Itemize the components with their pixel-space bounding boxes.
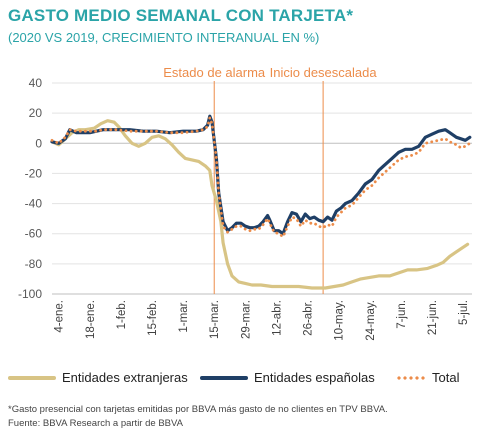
- x-tick-label: 12-abr.: [271, 300, 283, 336]
- legend-swatch-espanolas: [200, 375, 248, 380]
- x-tick-label: 24-may.: [365, 300, 377, 341]
- legend: Entidades extranjeras Entidades española…: [8, 370, 483, 390]
- legend-swatch-total: [396, 375, 426, 380]
- x-tick-label: 1-feb.: [116, 300, 128, 329]
- series-lines: [50, 114, 472, 290]
- x-tick-label: 7-jun.: [396, 300, 408, 329]
- y-tick-label: -40: [25, 197, 43, 211]
- source-note: Fuente: BBVA Research a partir de BBVA: [8, 418, 183, 429]
- x-tick-label: 4-ene.: [54, 300, 66, 333]
- x-tick-label: 15-mar.: [209, 300, 221, 339]
- series-line-2: [50, 116, 472, 239]
- legend-swatch-extranjeras: [8, 375, 56, 380]
- y-tick-label: -60: [25, 227, 43, 241]
- x-tick-label: 26-abr.: [303, 300, 315, 336]
- y-tick-label: 0: [35, 136, 42, 150]
- chart-subtitle: (2020 VS 2019, CRECIMIENTO INTERANUAL EN…: [8, 30, 320, 45]
- y-tick-label: 20: [29, 106, 43, 120]
- event-label: Inicio desescalada: [270, 65, 378, 80]
- series-line-1: [50, 114, 472, 236]
- legend-label-total: Total: [432, 370, 460, 385]
- legend-item-extranjeras: Entidades extranjeras: [8, 370, 188, 385]
- y-tick-label: -80: [25, 257, 43, 271]
- gridlines: [52, 82, 472, 295]
- annotations: Estado de alarma Inicio desescalada: [163, 65, 377, 294]
- chart-title: GASTO MEDIO SEMANAL CON TARJETA*: [8, 6, 354, 25]
- y-axis-ticks: 40 20 0 -20 -40 -60 -80 -100: [18, 76, 42, 301]
- y-tick-label: -100: [18, 287, 42, 301]
- legend-label-extranjeras: Entidades extranjeras: [62, 370, 188, 385]
- x-tick-label: 18-ene.: [85, 300, 97, 339]
- y-tick-label: 40: [29, 76, 43, 90]
- x-tick-label: 21-jun.: [427, 300, 439, 335]
- y-tick-label: -20: [25, 166, 43, 180]
- legend-item-espanolas: Entidades españolas: [200, 370, 375, 385]
- x-tick-label: 1-mar.: [178, 300, 190, 333]
- x-axis-ticks: 4-ene. 18-ene. 1-feb. 15-feb. 1-mar. 15-mar. 2…: [54, 300, 470, 341]
- series-line-0: [50, 119, 470, 290]
- x-tick-label: 5-jul.: [458, 300, 470, 325]
- x-tick-label: 15-feb.: [147, 300, 159, 336]
- legend-label-espanolas: Entidades españolas: [254, 370, 375, 385]
- footnote: *Gasto presencial con tarjetas emitidas …: [8, 404, 388, 415]
- x-tick-label: 29-mar.: [240, 300, 252, 339]
- event-label: Estado de alarma: [163, 65, 266, 80]
- legend-item-total: Total: [396, 370, 459, 385]
- x-tick-label: 10-may.: [334, 300, 346, 341]
